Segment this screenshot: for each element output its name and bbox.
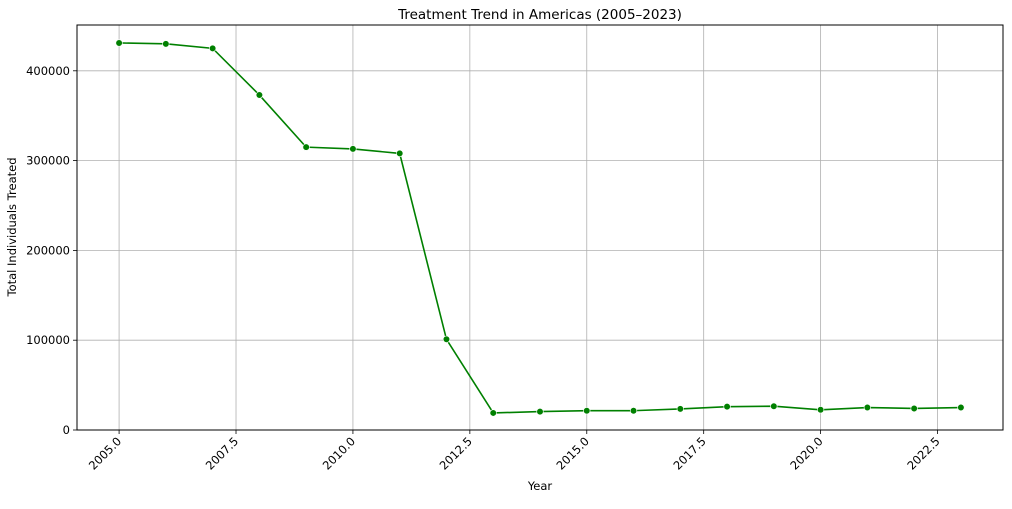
grid-lines xyxy=(77,25,1003,431)
data-point xyxy=(489,409,497,417)
data-point xyxy=(629,407,638,415)
chart-title: Treatment Trend in Americas (2005–2023) xyxy=(397,7,682,23)
data-point xyxy=(442,335,451,343)
data-point xyxy=(723,403,731,411)
series-layer xyxy=(115,39,965,417)
data-point xyxy=(162,40,170,48)
data-point xyxy=(957,403,965,412)
data-point xyxy=(863,403,871,412)
data-point xyxy=(910,404,918,413)
x-tick-label: 2015.0 xyxy=(554,434,592,472)
x-tick-label: 2022.5 xyxy=(904,434,942,472)
data-point xyxy=(302,143,310,151)
y-tick-label: 100000 xyxy=(26,333,70,347)
data-point xyxy=(209,44,217,52)
x-tick-label: 2010.0 xyxy=(320,434,358,472)
plot-frame xyxy=(76,24,1004,431)
data-point xyxy=(396,149,404,158)
data-point xyxy=(583,407,591,415)
data-point xyxy=(817,406,825,414)
y-axis: 0 100000 200000 300000 400000 xyxy=(26,64,77,437)
data-point xyxy=(770,402,778,410)
y-tick-label: 200000 xyxy=(26,243,70,257)
data-point xyxy=(349,145,357,153)
data-point xyxy=(255,91,263,99)
data-point xyxy=(536,407,544,416)
x-axis: 2005.0 2007.5 2010.0 2012.5 2015.0 2017.5 2020… xyxy=(86,430,943,473)
x-tick-label: 2017.5 xyxy=(670,434,708,472)
data-point xyxy=(676,405,684,413)
x-tick-label: 2007.5 xyxy=(203,434,241,472)
series-line xyxy=(119,42,961,414)
y-tick-label: 300000 xyxy=(26,154,70,168)
y-tick-label: 400000 xyxy=(26,64,70,78)
data-point xyxy=(115,39,123,47)
x-tick-label: 2012.5 xyxy=(437,434,475,472)
x-tick-label: 2005.0 xyxy=(86,434,124,472)
y-axis-title: Total Individuals Treated xyxy=(5,158,19,298)
x-axis-title: Year xyxy=(527,479,553,493)
y-tick-label: 0 xyxy=(63,423,70,437)
x-tick-label: 2020.0 xyxy=(787,434,825,472)
